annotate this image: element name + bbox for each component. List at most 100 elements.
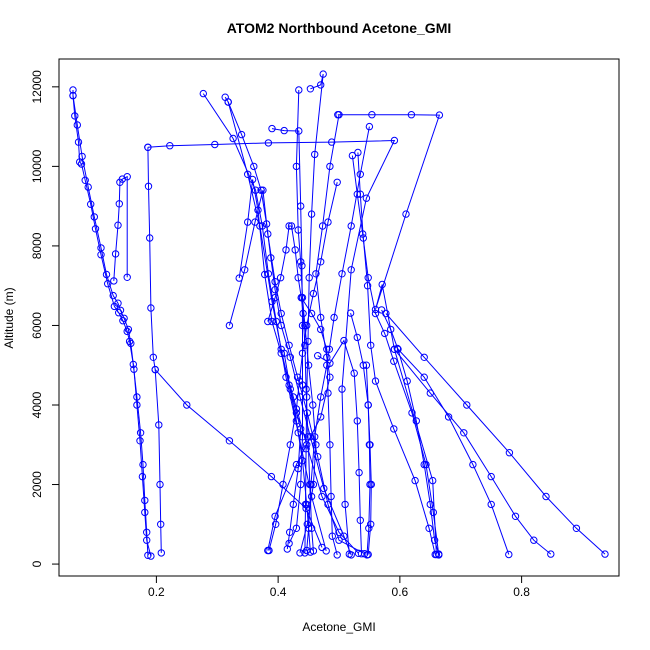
data-point (319, 70, 327, 78)
data-point (183, 401, 191, 409)
data-point (225, 437, 234, 445)
data-point (116, 306, 125, 314)
data-point (241, 266, 249, 274)
data-point (387, 325, 395, 334)
data-point (74, 138, 83, 146)
data-point (297, 425, 305, 433)
data-point (258, 222, 266, 230)
data-point (225, 321, 234, 330)
data-point (412, 417, 420, 425)
data-point (250, 162, 258, 171)
x-tick-label: 0.4 (270, 585, 287, 599)
series (362, 361, 375, 559)
data-point (367, 341, 375, 349)
data-point (460, 429, 468, 437)
series-line (271, 128, 303, 544)
data-point (429, 476, 437, 485)
data-point (110, 277, 118, 285)
series (334, 111, 444, 559)
data-point (120, 314, 128, 322)
data-point (264, 317, 272, 326)
data-point (259, 186, 267, 194)
data-point (340, 532, 348, 540)
data-point (425, 524, 433, 532)
data-point (296, 549, 304, 557)
data-point (408, 409, 416, 417)
data-point (306, 433, 315, 441)
series (303, 122, 374, 555)
data-point (402, 210, 410, 218)
data-point (353, 333, 361, 342)
series-line (300, 297, 338, 556)
series-line (147, 139, 396, 555)
x-tick-label: 0.8 (513, 585, 530, 599)
data-point (371, 377, 380, 385)
data-point (309, 480, 318, 489)
data-point (429, 508, 437, 517)
data-point (149, 353, 158, 361)
data-point (530, 536, 538, 544)
data-point (305, 274, 313, 282)
data-point (338, 270, 346, 278)
data-point (431, 550, 439, 559)
y-tick-label: 4000 (30, 391, 44, 418)
data-point (69, 86, 77, 94)
data-point (292, 524, 301, 532)
data-point (328, 532, 336, 540)
series-line (317, 339, 362, 554)
data-point (71, 112, 79, 120)
data-point (298, 349, 307, 357)
data-point (390, 136, 399, 145)
data-point (303, 393, 311, 401)
data-point (298, 321, 307, 330)
data-point (420, 353, 428, 361)
y-tick-label: 8000 (30, 232, 44, 259)
series (144, 136, 399, 558)
data-point (294, 226, 302, 234)
data-point (326, 373, 334, 381)
data-point (463, 401, 471, 409)
data-point (330, 313, 338, 322)
series-line (113, 175, 128, 281)
data-point (335, 536, 343, 544)
data-point (393, 344, 402, 353)
data-point (309, 401, 317, 409)
data-point (381, 329, 389, 338)
data-point (572, 524, 581, 532)
series-line (238, 179, 359, 554)
data-point (111, 250, 120, 258)
data-point (364, 274, 372, 282)
series (382, 309, 609, 558)
data-point (301, 549, 309, 557)
series (280, 349, 305, 553)
data-point (407, 111, 416, 119)
data-point (341, 500, 349, 509)
data-point (326, 162, 334, 171)
data-point (276, 274, 285, 282)
series (393, 344, 513, 559)
data-point (297, 293, 305, 302)
data-point (271, 293, 279, 302)
data-point (292, 162, 301, 171)
data-point (271, 278, 279, 286)
data-point (115, 200, 124, 208)
data-point (123, 173, 131, 181)
data-point (444, 413, 453, 421)
data-point (307, 210, 316, 218)
series (377, 306, 443, 558)
series (69, 91, 155, 560)
data-point (312, 270, 320, 278)
data-point (365, 524, 373, 532)
data-point (295, 86, 303, 94)
data-point (487, 500, 495, 509)
data-point (124, 325, 133, 334)
data-point (297, 480, 305, 489)
data-point (138, 472, 147, 481)
data-point (286, 353, 294, 361)
y-tick-label: 6000 (30, 312, 44, 339)
plot-frame (58, 58, 620, 577)
series (301, 70, 327, 557)
series (354, 148, 439, 559)
data-point (325, 345, 333, 353)
series-line (268, 182, 338, 551)
